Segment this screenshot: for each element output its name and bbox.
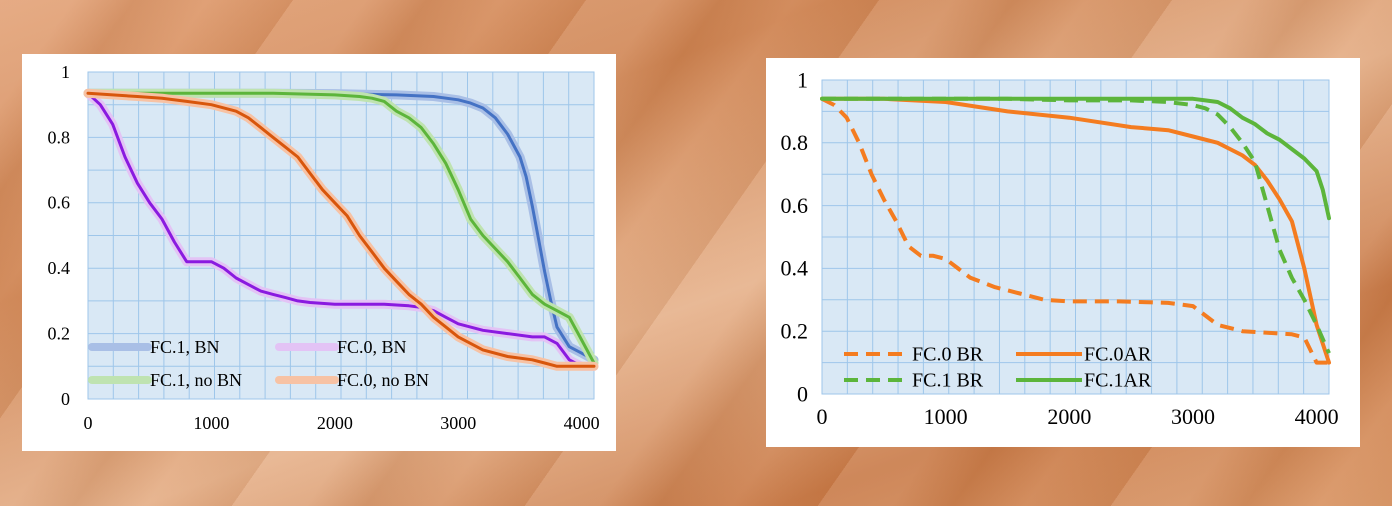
legend-label: FC.1 BR (912, 370, 984, 392)
y-tick-label: 0 (797, 381, 808, 406)
plot-border (87, 71, 595, 400)
y-tick-label: 0.8 (781, 130, 809, 155)
series-line-fc-1-no-bn (86, 91, 596, 365)
y-tick-label: 0.2 (48, 324, 71, 344)
x-tick-label: 4000 (564, 413, 600, 433)
legend-item-fc-0-no-bn: FC.0, no BN (275, 370, 429, 390)
y-tick-label: 0.8 (48, 127, 71, 147)
y-tick-label: 0.4 (781, 256, 809, 281)
legend: FC.0 BR FC.0AR FC.1 BR FC.1AR (844, 344, 1152, 392)
series-line-fc-1ar (820, 96, 1331, 221)
legend-item-fc-1-no-bn: FC.1, no BN (88, 370, 242, 390)
x-tick-label: 1000 (924, 404, 968, 429)
x-tick-label: 4000 (1295, 404, 1339, 429)
y-tick-label: 0.2 (781, 318, 809, 343)
series-group (820, 96, 1331, 365)
right-chart-panel: 0 1000 2000 3000 4000 0 0.2 0.4 0.6 0.8 1 FC.0 BR FC… (766, 58, 1360, 447)
legend-item-fc-1-br: FC.1 BR (844, 370, 984, 392)
grid (822, 80, 1329, 394)
legend-label: FC.0, BN (337, 337, 407, 357)
x-tick-label: 1000 (193, 413, 229, 433)
y-tick-label: 1 (797, 67, 808, 92)
y-tick-label: 0.4 (48, 258, 71, 278)
y-tick-label: 0.6 (781, 193, 809, 218)
legend-label: FC.1AR (1084, 370, 1152, 392)
series-line-fc-0-bn (86, 91, 596, 368)
legend: FC.1, BN FC.0, BN FC.1, no BN FC.0, no BN (88, 337, 429, 390)
x-tick-label: 3000 (1171, 404, 1215, 429)
left-chart-panel: 0 1000 2000 3000 4000 0 0.2 0.4 0.6 0.8 1 FC.1, BN F… (22, 54, 616, 451)
legend-item-fc-1ar: FC.1AR (1016, 370, 1152, 392)
series-line-fc-0-no-bn (86, 91, 596, 368)
x-tick-label: 2000 (1047, 404, 1091, 429)
y-tick-label: 1 (61, 62, 70, 82)
grid (88, 72, 594, 399)
legend-label: FC.0AR (1084, 344, 1152, 366)
x-tick-label: 0 (817, 404, 828, 429)
x-tick-label: 2000 (317, 413, 353, 433)
legend-label: FC.1, BN (150, 337, 220, 357)
series-line-fc-0ar (820, 96, 1331, 365)
x-tick-label: 3000 (440, 413, 476, 433)
legend-label: FC.1, no BN (150, 370, 242, 390)
legend-label: FC.0, no BN (337, 370, 429, 390)
plot-border (821, 79, 1330, 395)
series-line-fc-0-br (821, 97, 1329, 365)
legend-item-fc-1-bn: FC.1, BN (88, 337, 220, 357)
legend-item-fc-0-br: FC.0 BR (844, 344, 984, 366)
series-group (83, 88, 599, 371)
x-tick-label: 0 (84, 413, 93, 433)
legend-item-fc-0-bn: FC.0, BN (275, 337, 407, 357)
legend-label: FC.0 BR (912, 344, 984, 366)
legend-item-fc-0ar: FC.0AR (1016, 344, 1152, 366)
y-tick-label: 0 (61, 389, 70, 409)
y-tick-label: 0.6 (48, 193, 71, 213)
